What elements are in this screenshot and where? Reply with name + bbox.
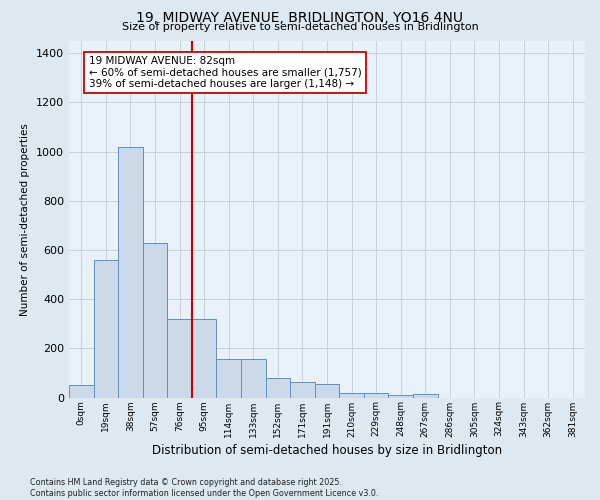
Bar (413, 394, 437, 398)
Bar (339, 392, 364, 398)
Bar (388, 395, 413, 398)
Bar (266, 378, 290, 398)
Text: Size of property relative to semi-detached houses in Bridlington: Size of property relative to semi-detach… (122, 22, 478, 32)
Bar (364, 392, 388, 398)
Bar (69, 385, 94, 398)
Text: Contains HM Land Registry data © Crown copyright and database right 2025.
Contai: Contains HM Land Registry data © Crown c… (30, 478, 379, 498)
X-axis label: Distribution of semi-detached houses by size in Bridlington: Distribution of semi-detached houses by … (152, 444, 502, 456)
Y-axis label: Number of semi-detached properties: Number of semi-detached properties (20, 123, 31, 316)
Bar (94, 260, 118, 398)
Bar (217, 360, 241, 398)
Bar (167, 319, 192, 398)
Bar (118, 146, 143, 398)
Text: 19, MIDWAY AVENUE, BRIDLINGTON, YO16 4NU: 19, MIDWAY AVENUE, BRIDLINGTON, YO16 4NU (137, 11, 464, 25)
Bar (192, 319, 217, 398)
Bar (290, 382, 315, 398)
Bar (241, 360, 266, 398)
Bar (315, 384, 339, 398)
Text: 19 MIDWAY AVENUE: 82sqm
← 60% of semi-detached houses are smaller (1,757)
39% of: 19 MIDWAY AVENUE: 82sqm ← 60% of semi-de… (89, 56, 361, 89)
Bar (143, 242, 167, 398)
